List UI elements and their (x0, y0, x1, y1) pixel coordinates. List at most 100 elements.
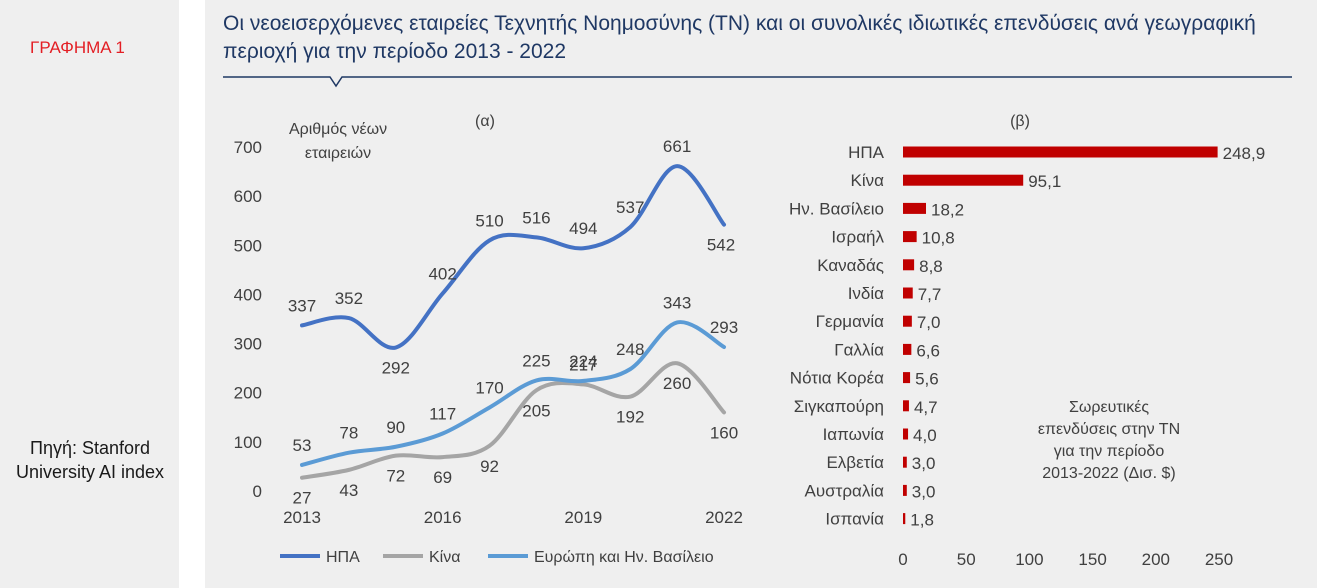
bar (903, 315, 912, 327)
bar-value-label: 3,0 (912, 482, 936, 501)
legend-label-china: Κίνα (429, 549, 460, 566)
sidebar: ΓΡΑΦΗΜΑ 1 Πηγή: Stanford University AI i… (0, 0, 179, 588)
y-tick-label: 600 (234, 187, 262, 206)
category-label: Αυστραλία (805, 481, 885, 500)
x-tick-label: 50 (957, 550, 976, 569)
category-label: Ισραήλ (831, 228, 884, 247)
category-label: Νότια Κορέα (790, 369, 884, 388)
chart-panel: Οι νεοεισερχόμενες εταιρείες Τεχνητής Νο… (205, 0, 1317, 588)
data-label-europe: 293 (710, 318, 738, 337)
bar (903, 231, 917, 243)
chart-svg: (α)Αριθμός νέων εταιρειών0100200300400500… (223, 76, 1292, 569)
y-tick-label: 400 (234, 285, 262, 304)
title-rule (223, 76, 1292, 88)
x-tick-label: 2013 (283, 508, 321, 527)
x-tick-label: 2016 (424, 508, 462, 527)
y-tick-label: 100 (234, 433, 262, 452)
y-tick-label: 200 (234, 384, 262, 403)
bar (903, 146, 1218, 158)
bar-annotation: επενδύσεις στην ΤΝ (1038, 421, 1180, 438)
bar-value-label: 1,8 (910, 511, 934, 530)
y-tick-label: 0 (253, 482, 262, 501)
bar (903, 456, 907, 468)
data-label-usa: 510 (475, 211, 503, 230)
bar-value-label: 95,1 (1028, 172, 1061, 191)
panel-label-a: (α) (475, 113, 495, 130)
y-axis-label: Αριθμός νέων εταιρειών (289, 121, 387, 162)
bar-value-label: 6,6 (916, 341, 940, 360)
graph-label: ΓΡΑΦΗΜΑ 1 (30, 38, 125, 57)
title-underline (223, 76, 1292, 88)
category-label: Ισπανία (825, 510, 884, 529)
bar-value-label: 5,6 (915, 370, 939, 389)
bar (903, 428, 909, 440)
data-label-china: 205 (522, 401, 550, 420)
category-label: Κίνα (851, 171, 885, 190)
bar-value-label: 4,7 (914, 398, 938, 417)
bar-value-label: 4,0 (913, 426, 937, 445)
bar-value-label: 248,9 (1223, 144, 1266, 163)
bar-value-label: 7,0 (917, 313, 941, 332)
x-tick-label: 2022 (705, 508, 743, 527)
data-label-usa: 337 (288, 296, 316, 315)
category-label: Γαλλία (834, 340, 884, 359)
category-label: Γερμανία (816, 312, 885, 331)
bar-chart: (β) ΗΠΑ 248,9 Κίνα 95,1 Ην. Βασίλειο 18,2 Ισραή… (789, 113, 1265, 569)
panel-label-b: (β) (1010, 113, 1030, 130)
data-label-china: 92 (480, 457, 499, 476)
x-tick-label: 100 (1015, 550, 1043, 569)
y-tick-label: 700 (234, 138, 262, 157)
series-line-europe (300, 320, 726, 467)
x-tick-label: 150 (1078, 550, 1106, 569)
data-label-europe: 53 (293, 436, 312, 455)
bar (903, 513, 906, 525)
y-tick-label: 300 (234, 335, 262, 354)
series-line-usa (300, 164, 726, 350)
bar-value-label: 7,7 (918, 285, 942, 304)
x-tick-label: 2019 (564, 508, 602, 527)
category-label: Ιαπωνία (823, 425, 885, 444)
data-label-europe: 78 (339, 424, 358, 443)
category-label: Ινδία (848, 284, 884, 303)
category-label: Ην. Βασίλειο (789, 199, 884, 218)
bar-value-label: 18,2 (931, 200, 964, 219)
line-chart: (α) Αριθμός νέων εταιρειών 0 100 200 300 400 500… (234, 113, 743, 566)
bar-annotation: για την περίοδο (1054, 443, 1165, 460)
y-tick-label: 500 (234, 236, 262, 255)
bar-annotation: 2013-2022 (Δισ. $) (1042, 465, 1176, 482)
source-note: Πηγή: Stanford University AI index (15, 438, 165, 482)
x-tick-label: 0 (898, 550, 907, 569)
data-label-europe: 224 (569, 352, 597, 371)
data-label-china: 160 (710, 423, 738, 442)
bar (903, 484, 907, 496)
category-label: Σιγκαπούρη (794, 397, 884, 416)
bar (903, 287, 913, 299)
data-label-china: 217 (569, 355, 597, 374)
data-label-europe: 248 (616, 340, 644, 359)
data-label-china: 27 (293, 489, 312, 508)
data-label-china: 192 (616, 408, 644, 427)
bar (903, 202, 927, 214)
bar (903, 343, 912, 355)
data-label-china: 72 (386, 467, 405, 486)
bar (903, 400, 909, 412)
category-label: ΗΠΑ (848, 143, 885, 162)
series-line-china (300, 361, 726, 480)
data-label-europe: 225 (522, 351, 550, 370)
category-label: Ελβετία (826, 453, 884, 472)
legend-label-europe: Ευρώπη και Ην. Βασίλειο (534, 549, 714, 566)
data-label-europe: 90 (386, 418, 405, 437)
bar (903, 259, 915, 271)
bar (903, 372, 911, 384)
data-label-china: 69 (433, 468, 452, 487)
data-label-usa: 292 (382, 359, 410, 378)
bar-value-label: 3,0 (912, 454, 936, 473)
data-label-china: 43 (339, 481, 358, 500)
data-label-usa: 494 (569, 219, 597, 238)
legend-label-usa: ΗΠΑ (326, 549, 360, 566)
data-label-usa: 542 (707, 236, 735, 255)
data-label-usa: 661 (663, 137, 691, 156)
data-label-china: 260 (663, 374, 691, 393)
data-label-europe: 343 (663, 293, 691, 312)
data-label-europe: 170 (475, 378, 503, 397)
